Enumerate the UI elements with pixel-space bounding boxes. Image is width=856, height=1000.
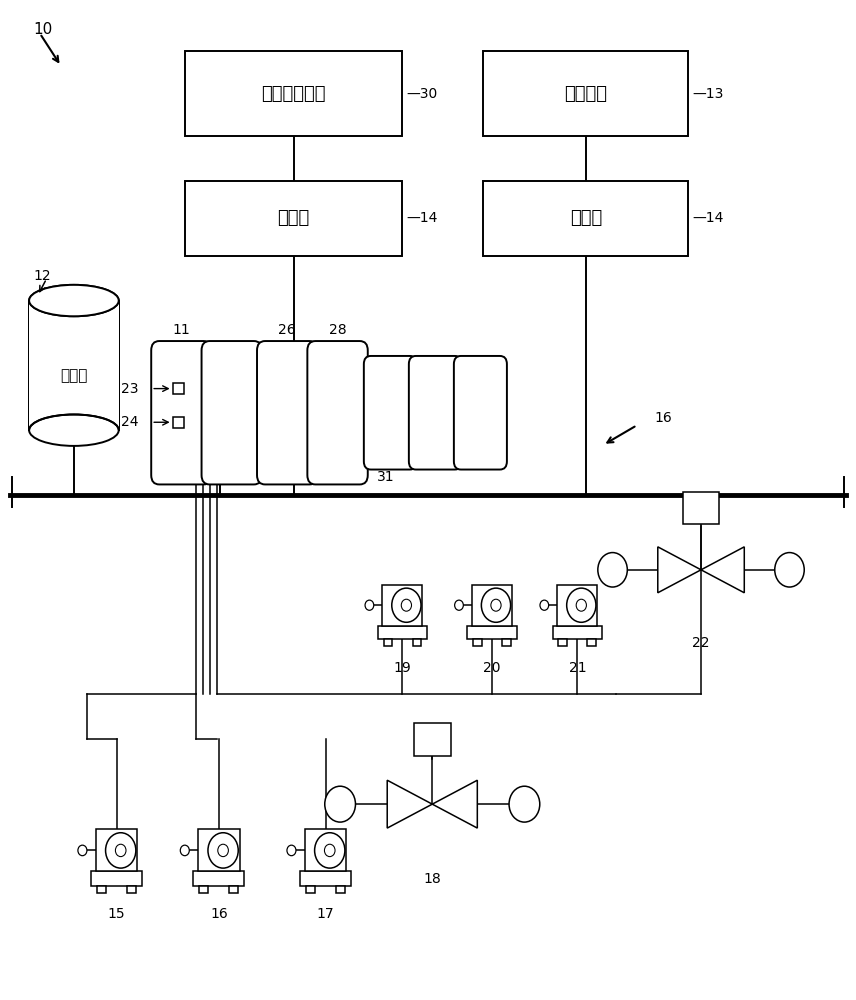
Circle shape: [509, 786, 540, 822]
Bar: [558, 639, 568, 646]
Circle shape: [365, 600, 374, 610]
Circle shape: [208, 833, 238, 868]
Circle shape: [105, 833, 136, 868]
Circle shape: [775, 553, 805, 587]
Text: 用户界面: 用户界面: [564, 85, 608, 103]
FancyBboxPatch shape: [364, 356, 417, 470]
Text: 工作站: 工作站: [277, 209, 310, 227]
Circle shape: [181, 845, 189, 856]
Text: 10: 10: [33, 22, 53, 37]
Bar: [97, 886, 106, 893]
Polygon shape: [657, 547, 701, 593]
Circle shape: [576, 599, 586, 611]
Circle shape: [490, 599, 501, 611]
Bar: [473, 639, 482, 646]
Bar: [553, 626, 602, 639]
Polygon shape: [432, 780, 478, 828]
FancyBboxPatch shape: [201, 341, 262, 484]
Bar: [199, 886, 209, 893]
FancyBboxPatch shape: [307, 341, 368, 484]
Text: 20: 20: [484, 661, 501, 675]
Bar: [199, 829, 240, 871]
Circle shape: [455, 600, 463, 610]
Circle shape: [481, 588, 510, 622]
Bar: [472, 585, 512, 626]
Text: 工作站: 工作站: [570, 209, 602, 227]
Text: 26: 26: [278, 323, 296, 337]
FancyBboxPatch shape: [257, 341, 318, 484]
Bar: [467, 626, 517, 639]
Bar: [300, 871, 351, 886]
Bar: [484, 51, 688, 136]
Bar: [229, 886, 239, 893]
Bar: [557, 585, 597, 626]
Bar: [383, 639, 392, 646]
Bar: [383, 585, 422, 626]
Text: 31: 31: [377, 470, 394, 484]
Bar: [484, 181, 688, 256]
Circle shape: [324, 844, 335, 857]
Text: 18: 18: [424, 872, 441, 886]
Text: —14: —14: [693, 211, 724, 225]
Text: 21: 21: [568, 661, 586, 675]
Bar: [173, 417, 184, 428]
Circle shape: [401, 599, 412, 611]
Bar: [413, 639, 421, 646]
Text: 19: 19: [394, 661, 411, 675]
Text: 图形显示应用: 图形显示应用: [261, 85, 326, 103]
Circle shape: [540, 600, 549, 610]
Bar: [306, 886, 315, 893]
Text: —13: —13: [693, 87, 724, 101]
FancyBboxPatch shape: [454, 356, 507, 470]
Bar: [377, 626, 427, 639]
Text: 28: 28: [329, 323, 347, 337]
Bar: [502, 639, 511, 646]
Polygon shape: [701, 547, 744, 593]
FancyBboxPatch shape: [152, 341, 211, 484]
Circle shape: [78, 845, 87, 856]
Bar: [413, 723, 451, 756]
Text: 22: 22: [693, 636, 710, 650]
Bar: [29, 301, 119, 430]
Text: —14: —14: [407, 211, 438, 225]
Bar: [336, 886, 345, 893]
Circle shape: [287, 845, 296, 856]
Bar: [305, 829, 347, 871]
FancyBboxPatch shape: [409, 356, 462, 470]
Circle shape: [324, 786, 355, 822]
Bar: [185, 51, 402, 136]
Circle shape: [315, 833, 345, 868]
Ellipse shape: [29, 285, 119, 316]
Bar: [587, 639, 596, 646]
Circle shape: [392, 588, 421, 622]
Text: —30: —30: [407, 87, 438, 101]
Text: 15: 15: [108, 907, 125, 921]
Text: 24: 24: [122, 415, 139, 429]
Text: 11: 11: [173, 323, 190, 337]
Bar: [683, 492, 719, 524]
Circle shape: [217, 844, 229, 857]
Circle shape: [116, 844, 126, 857]
Ellipse shape: [29, 414, 119, 446]
Bar: [127, 886, 136, 893]
Bar: [185, 181, 402, 256]
Text: 23: 23: [122, 382, 139, 396]
Text: 16: 16: [654, 411, 672, 425]
Bar: [193, 871, 245, 886]
Text: 数据库: 数据库: [60, 368, 87, 383]
Bar: [173, 383, 184, 394]
Circle shape: [567, 588, 596, 622]
Bar: [91, 871, 142, 886]
Text: 16: 16: [210, 907, 228, 921]
Bar: [96, 829, 137, 871]
Ellipse shape: [29, 285, 119, 316]
Text: 12: 12: [33, 269, 51, 283]
Text: 17: 17: [317, 907, 335, 921]
Polygon shape: [387, 780, 432, 828]
Circle shape: [597, 553, 627, 587]
